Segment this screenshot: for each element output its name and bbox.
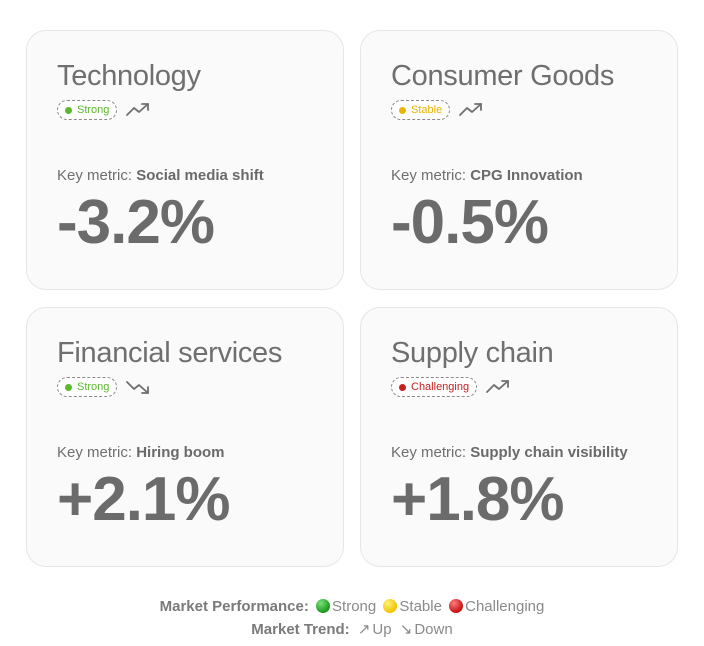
status-row: Stable	[391, 99, 647, 121]
status-badge: Challenging	[391, 377, 478, 397]
legend-down-label: Down	[414, 621, 453, 638]
metric-value: -0.5%	[391, 188, 549, 257]
status-badge-label: Strong	[77, 104, 110, 116]
trend-up-icon	[486, 380, 510, 393]
status-badge: Strong	[57, 377, 118, 397]
card-title: Consumer Goods	[391, 60, 615, 92]
status-dot-icon	[65, 383, 72, 391]
sector-card-supply-chain: Supply chain Challenging Key metric: Sup…	[360, 307, 678, 567]
status-row: Challenging	[391, 376, 647, 398]
legend-stable-label: Stable	[399, 598, 442, 615]
trend-legend-label: Market Trend:	[251, 621, 350, 638]
legend-strong-label: Strong	[332, 598, 377, 615]
key-metric-label: Key metric:	[391, 167, 471, 184]
sector-card-grid: Technology Strong Key metric: Social med…	[26, 30, 678, 567]
key-metric-label: Key metric:	[391, 444, 471, 461]
status-dot-icon	[65, 106, 72, 114]
metric-value: -3.2%	[57, 188, 215, 257]
yellow-circle-icon	[383, 599, 398, 613]
performance-legend: Market Performance: Strong Stable Challe…	[0, 598, 704, 615]
key-metric-name: Supply chain visibility	[470, 444, 628, 461]
trend-up-icon	[459, 103, 483, 116]
red-circle-icon	[449, 599, 464, 613]
sector-card-technology: Technology Strong Key metric: Social med…	[26, 30, 344, 290]
key-metric-line: Key metric: Supply chain visibility	[391, 444, 647, 461]
key-metric-name: CPG Innovation	[470, 167, 583, 184]
metric-value: +2.1%	[57, 465, 231, 534]
status-badge-label: Strong	[77, 381, 110, 393]
sector-card-financial-services: Financial services Strong Key metric: Hi…	[26, 307, 344, 567]
green-circle-icon	[316, 599, 331, 613]
key-metric-line: Key metric: CPG Innovation	[391, 167, 647, 184]
legend-challenging-label: Challenging	[465, 598, 545, 615]
trend-up-icon	[126, 103, 150, 116]
sector-card-consumer-goods: Consumer Goods Stable Key metric: CPG In…	[360, 30, 678, 290]
status-row: Strong	[57, 376, 313, 398]
performance-legend-label: Market Performance:	[159, 598, 309, 615]
key-metric-label: Key metric:	[57, 444, 137, 461]
status-badge: Strong	[57, 100, 118, 120]
status-dot-icon	[399, 106, 406, 114]
key-metric-line: Key metric: Social media shift	[57, 167, 313, 184]
key-metric-line: Key metric: Hiring boom	[57, 444, 313, 461]
trend-legend: Market Trend: ↗ Up ↘ Down	[0, 620, 704, 638]
card-title: Technology	[57, 60, 201, 92]
status-badge-label: Challenging	[411, 381, 470, 393]
status-badge: Stable	[391, 100, 451, 120]
arrow-down-icon: ↘	[399, 621, 413, 638]
legend-up-label: Up	[372, 621, 392, 638]
card-title: Supply chain	[391, 337, 554, 369]
metric-value: +1.8%	[391, 465, 565, 534]
status-dot-icon	[399, 383, 406, 391]
key-metric-label: Key metric:	[57, 167, 137, 184]
key-metric-name: Hiring boom	[136, 444, 225, 461]
card-title: Financial services	[57, 337, 283, 369]
status-badge-label: Stable	[411, 104, 443, 116]
trend-down-icon	[126, 381, 150, 394]
key-metric-name: Social media shift	[136, 167, 264, 184]
arrow-up-icon: ↗	[357, 621, 371, 638]
status-row: Strong	[57, 99, 313, 121]
